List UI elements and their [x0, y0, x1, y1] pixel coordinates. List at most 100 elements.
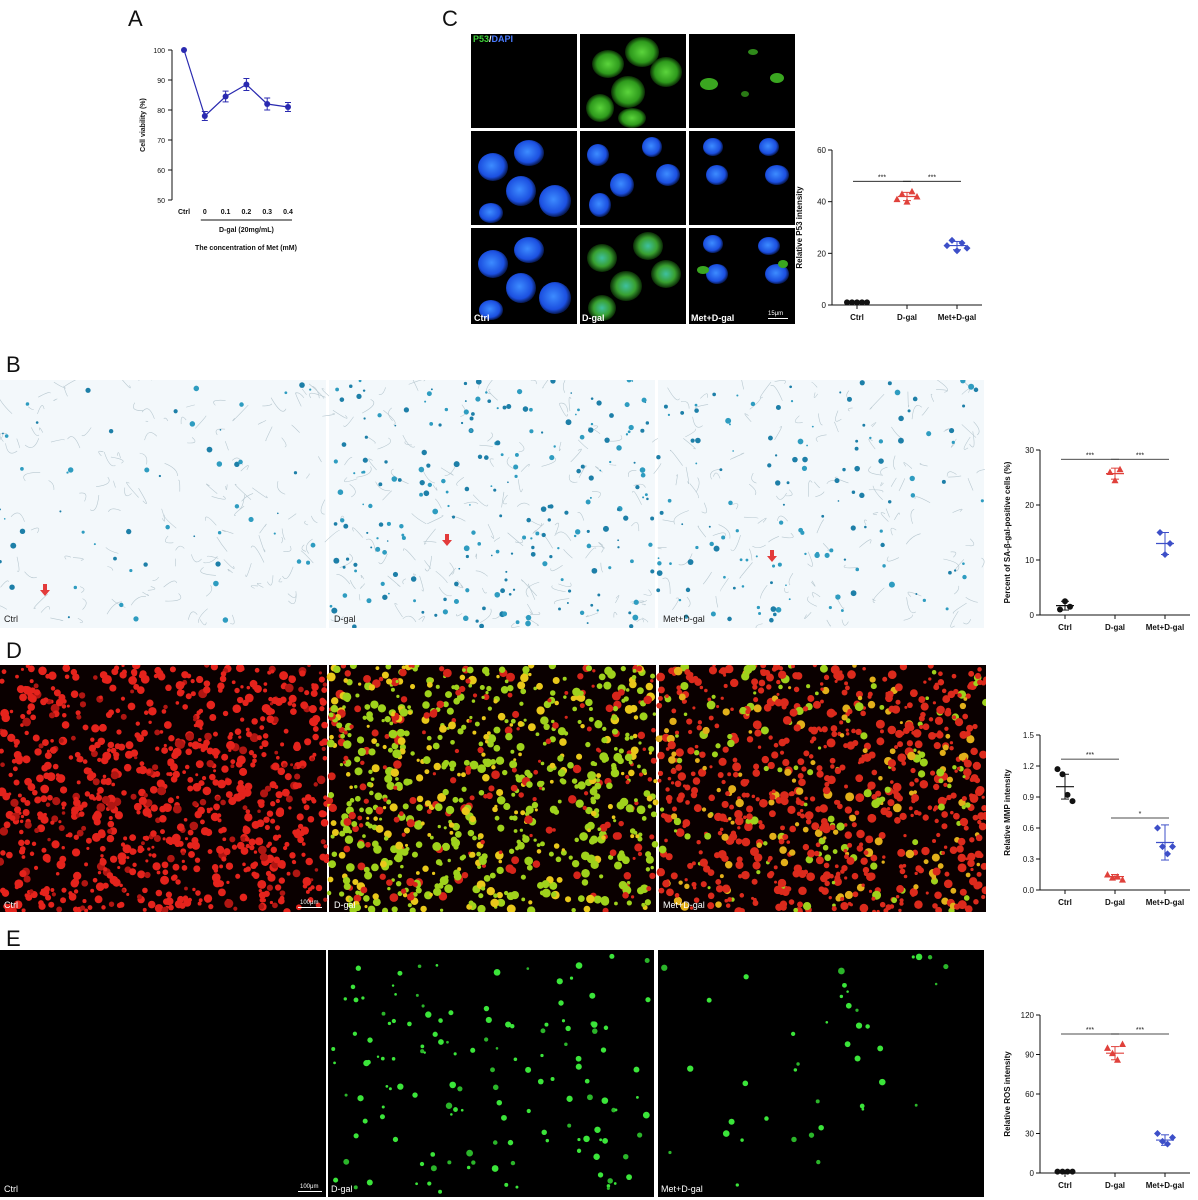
d-cell: [59, 786, 68, 794]
d-cell: [234, 728, 242, 735]
d-cell: [367, 905, 376, 912]
b-cell-outline: [685, 428, 696, 438]
d-cell: [784, 762, 789, 766]
d-cell: [920, 702, 929, 711]
b-blue-stain: [604, 437, 610, 443]
d-cell: [204, 732, 212, 741]
d-cell: [658, 887, 665, 894]
e-ros-spot: [509, 1023, 515, 1029]
d-cell: [206, 759, 214, 768]
b-blue-stain: [119, 602, 124, 608]
b-cell-outline: [295, 392, 305, 399]
d-cell: [541, 880, 550, 889]
b-blue-stain: [850, 525, 856, 531]
d-cell: [792, 672, 800, 680]
b-cell-outline: [205, 483, 218, 494]
d-cell: [338, 891, 345, 897]
d-cell: [299, 670, 306, 677]
b-cell-outline: [903, 614, 913, 621]
d-cell: [1, 713, 10, 723]
d-cell: [304, 690, 310, 696]
b-blue-stain: [948, 428, 955, 434]
b-cell-outline: [911, 405, 922, 420]
b-blue-stain: [133, 616, 139, 622]
d-cell: [886, 690, 894, 699]
d-cell: [304, 738, 312, 746]
d-cell: [139, 670, 147, 678]
d-cell: [910, 813, 914, 818]
d-cell: [312, 714, 321, 724]
b-cell-outline: [563, 549, 573, 559]
b-blue-stain: [878, 458, 884, 464]
b-cell-outline: [311, 515, 318, 524]
d-cell: [831, 906, 837, 912]
d-cell: [198, 898, 203, 903]
d-cell: [197, 901, 202, 906]
d-cell: [354, 705, 362, 713]
d-cell: [270, 801, 276, 807]
b-cell-outline: [122, 380, 131, 389]
d-cell: [27, 709, 31, 714]
b-blue-stain: [869, 436, 872, 440]
b-blue-stain: [0, 559, 2, 564]
d-cell: [449, 830, 454, 835]
d-cell: [120, 713, 127, 720]
b-data-point: [1111, 476, 1119, 484]
b-cell-outline: [514, 538, 523, 544]
d-cell: [277, 767, 286, 776]
d-cell: [307, 815, 315, 823]
d-cell: [220, 826, 227, 833]
d-cell: [461, 724, 467, 730]
d-cell: [913, 884, 919, 890]
d-cell: [1, 669, 7, 675]
b-cell-outline: [713, 472, 721, 479]
b-blue-stain: [401, 533, 405, 537]
b-blue-stain: [463, 615, 469, 622]
b-blue-stain: [788, 598, 791, 601]
b-blue-stain: [769, 617, 774, 623]
d-cell: [195, 890, 201, 896]
b-cell-outline: [731, 503, 739, 510]
d-cell: [539, 780, 545, 786]
merge-dgal-image: [580, 228, 686, 324]
d-cell: [249, 679, 258, 688]
d-cell: [657, 778, 662, 783]
d-cell: [666, 888, 674, 897]
e-ros-spot: [391, 1018, 396, 1024]
d-cell: [861, 883, 865, 887]
d-cell: [253, 850, 258, 854]
e-ros-spot: [457, 1086, 463, 1092]
d-cell: [537, 759, 542, 763]
b-cell-outline: [967, 477, 974, 491]
dapi-met-dgal-image: [689, 131, 795, 225]
b-cell-outline: [760, 584, 768, 599]
d-cell: [804, 796, 808, 801]
d-cell: [146, 699, 154, 707]
d-cell: [760, 669, 768, 677]
b-cell-outline: [224, 441, 229, 451]
d-cell: [697, 720, 703, 725]
d-cell: [263, 682, 268, 686]
d-cell: [919, 780, 929, 789]
d-cell: [462, 668, 466, 672]
d-cell: [533, 838, 537, 842]
d-cell: [20, 723, 24, 727]
d-cell: [22, 808, 30, 817]
b-cell-outline: [718, 524, 731, 539]
d-cell: [964, 774, 970, 780]
b-cell-outline: [815, 491, 825, 498]
b-blue-stain: [588, 427, 594, 433]
e-ros-spot: [815, 1099, 820, 1104]
b-blue-stain: [631, 380, 634, 382]
b-cell-outline: [489, 458, 494, 467]
d-cell: [121, 665, 125, 668]
d-cell: [692, 886, 697, 890]
b-blue-stain: [508, 592, 512, 596]
b-blue-stain: [566, 602, 569, 605]
b-cell-outline: [551, 585, 566, 593]
b-cell-outline: [0, 605, 8, 610]
d-cell: [321, 746, 326, 752]
d-cell: [796, 797, 800, 801]
d-cell: [964, 905, 973, 912]
b-blue-stain: [464, 486, 470, 492]
